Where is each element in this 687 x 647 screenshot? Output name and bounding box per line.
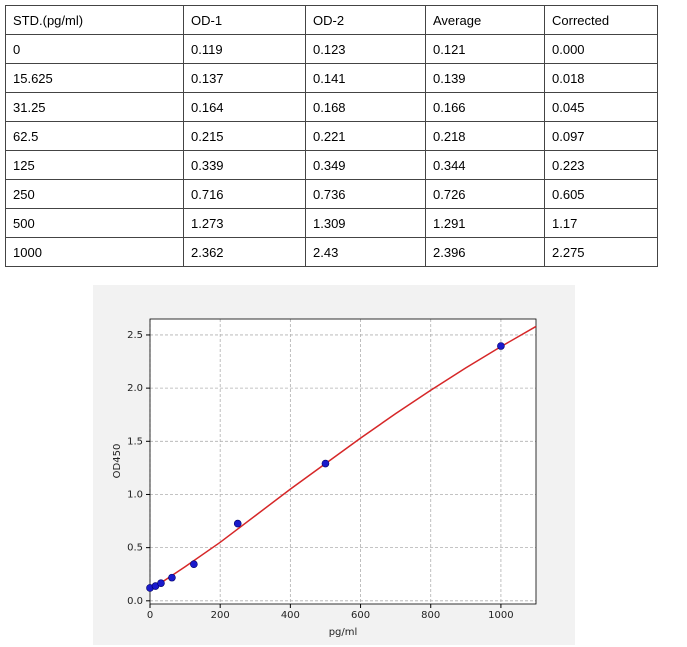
table-cell: 250 [5, 179, 184, 209]
table-cell: 0.168 [305, 92, 426, 122]
table-cell: Average [425, 5, 545, 35]
table-row: 1000 2.362 2.43 2.396 2.275 [5, 237, 658, 267]
x-tick-label: 600 [351, 610, 370, 621]
data-point [157, 579, 165, 587]
table-cell: 1000 [5, 237, 184, 267]
table-cell: 1.291 [425, 208, 545, 238]
y-tick-label: 1.0 [127, 489, 143, 500]
data-point [321, 459, 330, 468]
data-point [497, 342, 505, 350]
x-axis-label: pg/ml [329, 627, 358, 638]
data-point [190, 560, 198, 569]
table-cell: 1.17 [544, 208, 658, 238]
y-tick-label: 2.0 [127, 383, 143, 394]
table-cell: 0.344 [425, 150, 545, 180]
data-point [168, 573, 176, 582]
table-row: 500 1.273 1.309 1.291 1.17 [5, 208, 658, 238]
table-cell: 0.119 [183, 34, 306, 64]
table-cell: 500 [5, 208, 184, 238]
table-cell: 0.223 [544, 150, 658, 180]
table-cell: OD-1 [183, 5, 306, 35]
y-tick-label: 0.5 [127, 543, 143, 554]
table-cell: 0.339 [183, 150, 306, 180]
table-cell: 0.605 [544, 179, 658, 209]
table-cell: 2.362 [183, 237, 306, 267]
table-row: 0 0.119 0.123 0.121 0.000 [5, 34, 658, 64]
x-tick-label: 1000 [488, 610, 513, 621]
x-tick-label: 0 [147, 610, 153, 621]
plot-area [150, 319, 536, 604]
header-row: STD.(pg/ml) OD-1 OD-2 Average Corrected [5, 5, 658, 35]
table-cell: STD.(pg/ml) [5, 5, 184, 35]
table-cell: Corrected [544, 5, 658, 35]
y-tick-label: 0.0 [127, 596, 143, 607]
x-tick-label: 200 [211, 610, 230, 621]
table-cell: 0.139 [425, 63, 545, 93]
table-cell: 0.141 [305, 63, 426, 93]
table-row: 31.25 0.164 0.168 0.166 0.045 [5, 92, 658, 122]
axes-frame [149, 318, 537, 605]
data-point [233, 519, 242, 528]
fit-line [149, 325, 537, 591]
x-tick-label: 800 [421, 610, 440, 621]
table-cell: 31.25 [5, 92, 184, 122]
table-cell: 2.396 [425, 237, 545, 267]
table-cell: 0.123 [305, 34, 426, 64]
y-tick-label: 2.5 [127, 330, 143, 341]
y-tick-label: 1.5 [127, 436, 143, 447]
data-table: STD.(pg/ml) OD-1 OD-2 Average Corrected 0 0.11… [5, 5, 658, 267]
table-cell: 0.215 [183, 121, 306, 151]
table-cell: 0.166 [425, 92, 545, 122]
x-tick-label: 400 [281, 610, 300, 621]
y-axis-label: OD450 [112, 444, 123, 479]
table-cell: 0.218 [425, 121, 545, 151]
table-cell: 2.275 [544, 237, 658, 267]
